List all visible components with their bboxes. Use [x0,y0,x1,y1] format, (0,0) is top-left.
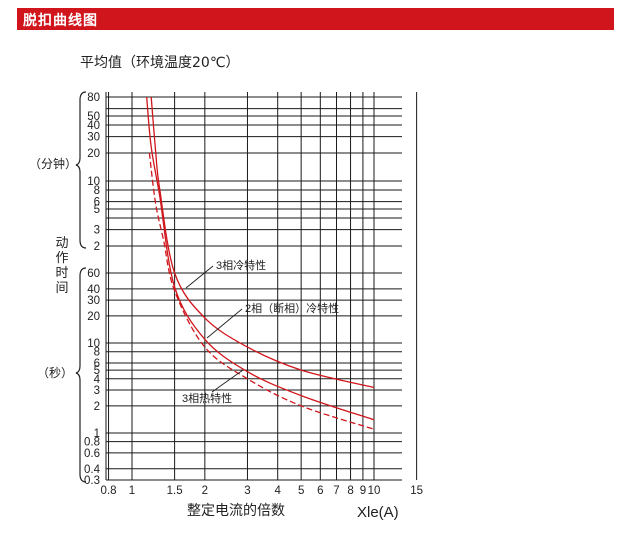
y-tick-label-seconds: 60 [87,268,100,280]
y-axis-label-char: 时 [55,265,68,280]
y-tick-label-minutes: 5 [94,204,100,216]
annotation-leader [185,265,214,289]
y-axis-label-char: 作 [55,250,68,265]
y-seconds-label: （秒） [37,366,73,380]
annotation-leader [206,308,243,339]
y-tick-label-minutes: 40 [87,120,100,132]
y-tick-label-seconds: 0.8 [84,437,100,449]
x-tick-label: 15 [410,485,423,497]
y-tick-label-seconds: 0.3 [84,475,100,487]
y-tick-label-seconds: 10 [87,338,100,350]
y-tick-label-seconds: 6 [94,358,100,370]
y-tick-label-seconds: 0.6 [84,448,100,460]
chart-subtitle: 平均值（环境温度20℃） [80,55,240,71]
x-tick-label: 7 [333,485,339,497]
y-tick-label-seconds: 20 [87,311,100,323]
annotation-label: 3相热特性 [182,391,232,405]
y-tick-label-seconds: 1 [94,428,100,440]
y-tick-label-minutes: 3 [94,225,100,237]
y-tick-label-minutes: 8 [94,185,100,197]
curve-1 [150,96,375,389]
chart-curves [146,96,375,430]
header-title: 脱扣曲线图 [23,13,98,29]
y-tick-label-seconds: 2 [94,401,100,413]
x-tick-label: 9 [360,485,366,497]
curve-2 [146,96,375,421]
y-axis-label-char: 动 [55,235,68,250]
x-axis-unit: Xle(A) [357,504,399,521]
y-bracket-seconds [75,267,87,483]
y-tick-label-minutes: 80 [87,92,100,104]
y-tick-label-seconds: 40 [87,284,100,296]
y-tick-label-seconds: 8 [94,347,100,359]
x-tick-label: 8 [347,485,353,497]
x-tick-label: 3 [244,485,250,497]
curve-3 [148,152,375,430]
x-tick-label: 1 [129,485,135,497]
x-tick-label: 5 [298,485,304,497]
y-tick-label-minutes: 6 [94,197,100,209]
annotation-leader [211,369,244,393]
y-bracket-minutes [75,91,87,249]
x-tick-label: 4 [274,485,281,497]
y-axis: 动作时间 （分钟） （秒） 80504030201086532604030201… [29,91,101,487]
y-tick-label-seconds: 30 [87,295,100,307]
x-axis: 整定电流的倍数 Xle(A) 0.8 1 1.5 2 3 4 5 6 7 8 9 10 15 [101,485,423,521]
annotation-label: 2相（断相）冷特性 [245,301,339,315]
y-tick-label-seconds: 3 [94,385,100,397]
y-tick-label-seconds: 4 [94,374,101,386]
y-tick-label-minutes: 30 [87,132,100,144]
x-tick-label: 2 [202,485,208,497]
annotation-label: 3相冷特性 [216,258,266,272]
y-minutes-label: （分钟） [29,156,77,171]
chart-grid [105,92,418,481]
y-tick-label-minutes: 10 [87,176,100,188]
x-tick-label: 10 [368,485,381,497]
y-axis-label-char: 间 [55,280,68,295]
x-tick-label: 6 [317,485,323,497]
x-axis-label: 整定电流的倍数 [187,502,285,518]
y-tick-label-seconds: 5 [94,365,100,377]
y-tick-label-minutes: 20 [87,148,100,160]
y-tick-label-seconds: 0.4 [84,464,101,476]
y-tick-label-minutes: 50 [87,111,100,123]
chart-annotations: 3相冷特性 2相（断相）冷特性 3相热特性 [182,258,339,405]
x-tick-label: 0.8 [101,485,117,497]
y-tick-label-minutes: 2 [94,241,100,253]
header-bar: 脱扣曲线图 [17,8,614,30]
x-tick-label: 1.5 [167,485,183,497]
y-axis-label: 动作时间 [55,235,68,295]
